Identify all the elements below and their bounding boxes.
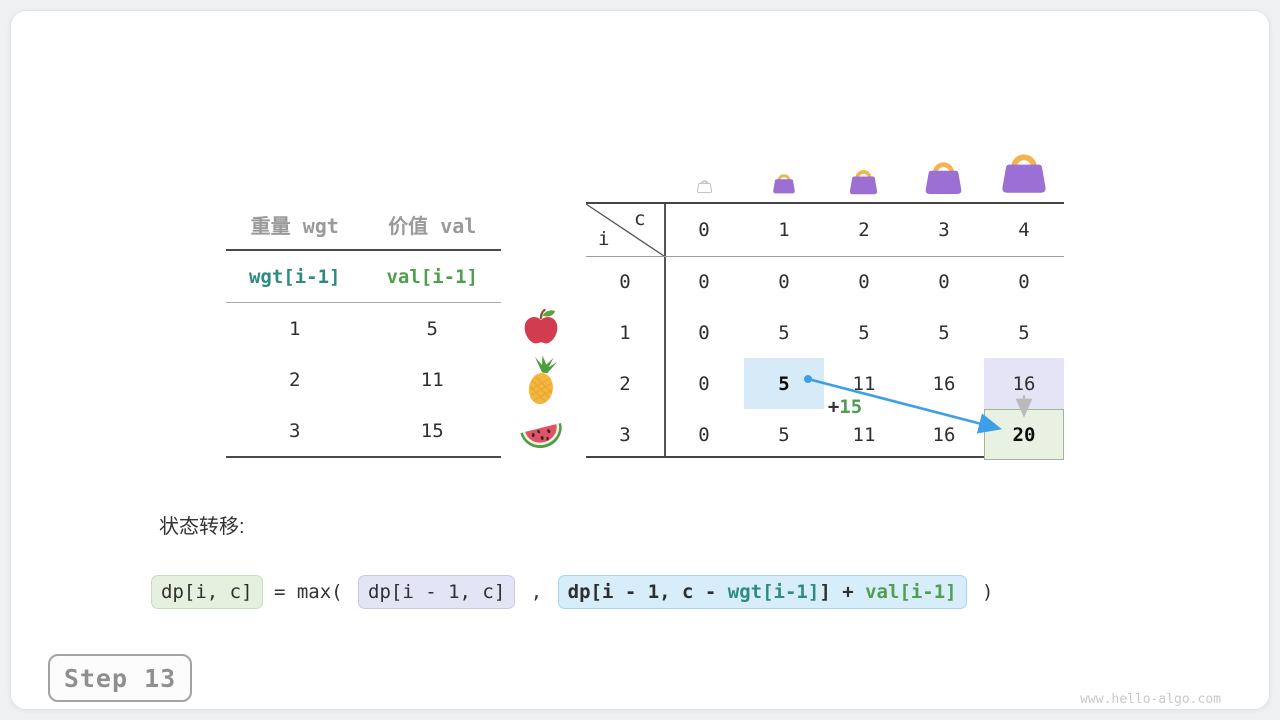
state-transition-heading: 状态转移:	[159, 516, 245, 538]
col-header-3: 3	[938, 219, 950, 241]
dp-cell-3-0: 0	[698, 423, 710, 446]
val-array-label: val[i-1]	[386, 265, 478, 288]
item-3-value: 15	[420, 419, 444, 442]
value-column-header: 价值 val	[388, 213, 477, 238]
watermelon-icon	[516, 409, 566, 457]
items-table-header: 重量 wgt 价值 val	[226, 199, 501, 251]
row-header-0: 0	[619, 270, 631, 293]
state-transition-formula: dp[i, c] = max( dp[i - 1, c] , dp[i - 1,…	[151, 572, 993, 612]
formula-arg2-val: val[i-1]	[865, 581, 957, 603]
item-2-value: 11	[420, 368, 444, 391]
weight-column-header: 重量 wgt	[250, 213, 339, 238]
dp-cell-3-3: 16	[932, 423, 956, 446]
bag-small-icon	[771, 171, 797, 198]
item-var-label: i	[598, 228, 610, 250]
item-3-weight: 3	[289, 419, 301, 442]
bag-large-icon	[922, 157, 965, 199]
item-row-1: 1 5	[226, 303, 501, 354]
formula-lhs: dp[i, c]	[151, 575, 263, 609]
item-1-weight: 1	[289, 317, 301, 340]
dp-header-row: c i 0 1 2 3 4	[586, 204, 1064, 256]
formula-close-paren: )	[970, 581, 994, 603]
dp-cell-3-1: 5	[778, 423, 790, 446]
capacity-var-label: c	[634, 208, 646, 230]
pineapple-icon	[522, 355, 564, 411]
item-row-3: 3 15	[226, 405, 501, 458]
dp-cell-0-0: 0	[698, 270, 710, 293]
dp-row-1: 1 0 5 5 5 5	[586, 307, 1064, 358]
dp-cell-0-2: 0	[858, 270, 870, 293]
dp-cell-0-1: 0	[778, 270, 790, 293]
dp-cell-1-1: 5	[778, 321, 790, 344]
dp-cell-2-2: 11	[852, 372, 876, 395]
dp-cell-0-3: 0	[938, 270, 950, 293]
diagram-card: 重量 wgt 价值 val wgt[i-1] val[i-1] 1 5 2 11…	[10, 10, 1270, 710]
formula-arg2-dp: dp[i - 1, c -	[567, 581, 728, 603]
diagonal-line	[586, 204, 664, 256]
formula-arg2: dp[i - 1, c - wgt[i-1]] + val[i-1]	[557, 575, 967, 609]
row-header-2: 2	[619, 372, 631, 395]
dp-table: c i 0 1 2 3 4 0 0 0 0 0 0 1 0 5 5 5 5 2	[586, 202, 1064, 460]
watermark: www.hello-algo.com	[1080, 692, 1221, 707]
dp-corner-cell: c i	[586, 204, 664, 256]
dp-cell-1-4: 5	[1018, 321, 1030, 344]
apple-icon	[519, 307, 563, 351]
dp-cell-2-4: 16	[1012, 372, 1036, 395]
formula-separator: ,	[519, 581, 554, 603]
formula-arg1: dp[i - 1, c]	[358, 575, 516, 609]
added-value: 15	[839, 396, 863, 418]
dp-cell-1-3: 5	[938, 321, 950, 344]
dp-cell-3-4: 20	[1012, 423, 1036, 446]
col-header-4: 4	[1018, 219, 1030, 241]
plus-sign: +	[827, 396, 840, 418]
dp-cell-2-0: 0	[698, 372, 710, 395]
dp-cell-2-1: 5	[778, 372, 790, 395]
col-header-2: 2	[858, 219, 870, 241]
bag-medium-icon	[847, 166, 880, 199]
dp-row-0: 0 0 0 0 0 0	[586, 256, 1064, 307]
col-header-0: 0	[698, 219, 710, 241]
dp-cell-1-2: 5	[858, 321, 870, 344]
row-header-1: 1	[619, 321, 631, 344]
row-header-3: 3	[619, 423, 631, 446]
item-row-2: 2 11	[226, 354, 501, 405]
formula-arg2-bracket: ] +	[819, 581, 866, 603]
step-badge: Step 13	[48, 654, 192, 702]
wgt-array-label: wgt[i-1]	[248, 265, 341, 288]
formula-max-operator: = max(	[262, 581, 355, 603]
items-table-subheader: wgt[i-1] val[i-1]	[226, 251, 501, 303]
dp-table-vertical-divider	[664, 204, 666, 456]
bag-xlarge-icon	[998, 148, 1050, 198]
dp-cell-2-3: 16	[932, 372, 956, 395]
dp-cell-3-2: 11	[852, 423, 876, 446]
dp-cell-0-4: 0	[1018, 270, 1030, 293]
bag-outline-icon	[696, 178, 713, 197]
dp-cell-1-0: 0	[698, 321, 710, 344]
item-1-value: 5	[426, 317, 438, 340]
add-value-annotation: +15	[819, 396, 871, 418]
dp-table-header-divider	[586, 256, 1064, 257]
item-2-weight: 2	[289, 368, 301, 391]
formula-arg2-wgt: wgt[i-1]	[727, 581, 820, 603]
col-header-1: 1	[778, 219, 790, 241]
items-table: 重量 wgt 价值 val wgt[i-1] val[i-1] 1 5 2 11…	[226, 199, 501, 458]
